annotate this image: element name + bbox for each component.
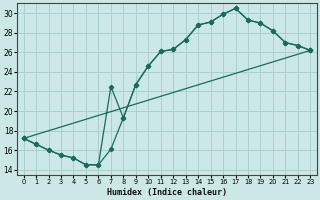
- X-axis label: Humidex (Indice chaleur): Humidex (Indice chaleur): [107, 188, 227, 197]
